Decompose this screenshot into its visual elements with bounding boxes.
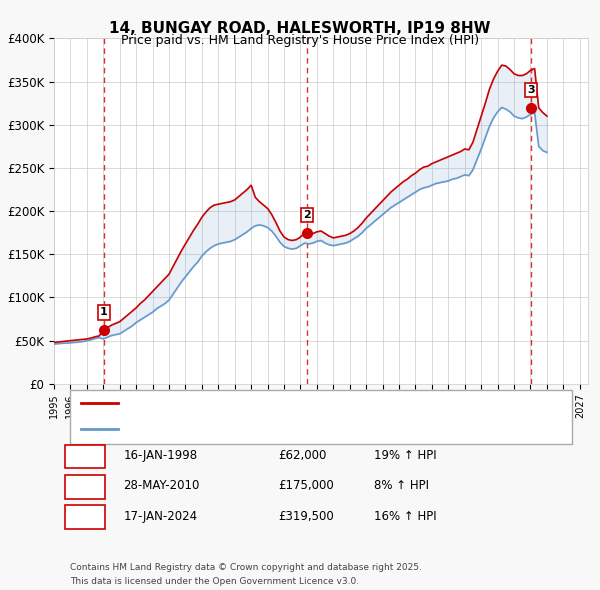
Text: Price paid vs. HM Land Registry's House Price Index (HPI): Price paid vs. HM Land Registry's House … (121, 34, 479, 47)
Text: 2: 2 (80, 480, 89, 493)
Text: 14, BUNGAY ROAD, HALESWORTH, IP19 8HW (semi-detached house): 14, BUNGAY ROAD, HALESWORTH, IP19 8HW (s… (126, 398, 482, 408)
Text: £319,500: £319,500 (278, 510, 334, 523)
Text: Contains HM Land Registry data © Crown copyright and database right 2025.: Contains HM Land Registry data © Crown c… (70, 563, 422, 572)
Text: 17-JAN-2024: 17-JAN-2024 (124, 510, 197, 523)
Text: 2: 2 (304, 209, 311, 219)
Text: 28-MAY-2010: 28-MAY-2010 (124, 480, 200, 493)
Text: HPI: Average price, semi-detached house, East Suffolk: HPI: Average price, semi-detached house,… (126, 424, 410, 434)
Text: 1: 1 (80, 449, 89, 462)
Text: 3: 3 (527, 85, 535, 95)
FancyBboxPatch shape (70, 389, 572, 444)
FancyBboxPatch shape (65, 475, 105, 499)
FancyBboxPatch shape (65, 445, 105, 468)
Text: 16% ↑ HPI: 16% ↑ HPI (374, 510, 437, 523)
Text: This data is licensed under the Open Government Licence v3.0.: This data is licensed under the Open Gov… (70, 576, 359, 586)
Text: 14, BUNGAY ROAD, HALESWORTH, IP19 8HW: 14, BUNGAY ROAD, HALESWORTH, IP19 8HW (109, 21, 491, 35)
Text: £175,000: £175,000 (278, 480, 334, 493)
FancyBboxPatch shape (65, 505, 105, 529)
Text: 3: 3 (80, 510, 89, 523)
Text: £62,000: £62,000 (278, 449, 326, 462)
Text: 19% ↑ HPI: 19% ↑ HPI (374, 449, 437, 462)
Text: 8% ↑ HPI: 8% ↑ HPI (374, 480, 430, 493)
Text: 16-JAN-1998: 16-JAN-1998 (124, 449, 197, 462)
Text: 1: 1 (100, 307, 108, 317)
